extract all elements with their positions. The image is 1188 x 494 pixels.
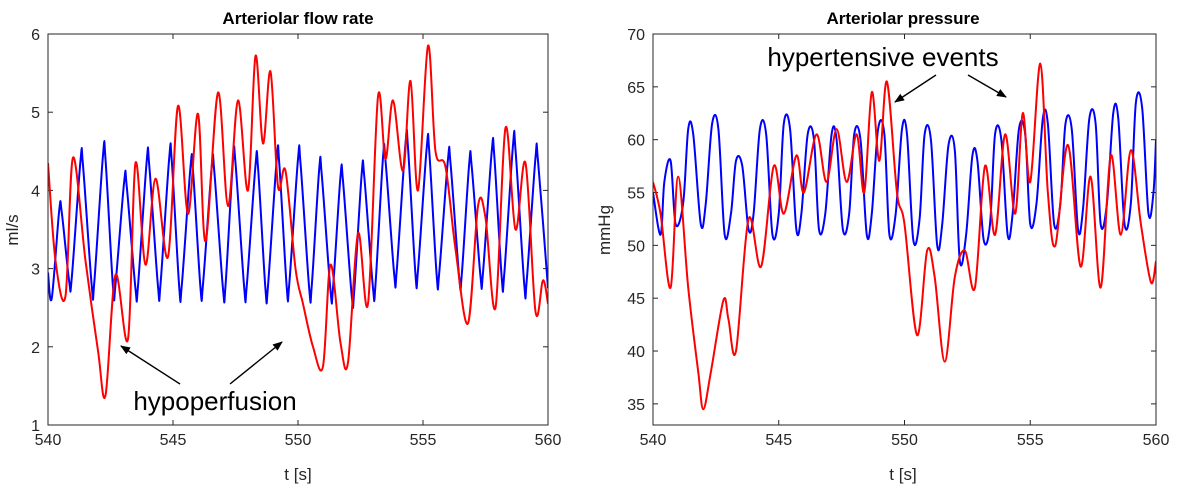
pressure-panel: Arteriolar pressure t [s] mmHg 540 545 550… — [595, 9, 1169, 484]
y-tick-label: 55 — [627, 186, 645, 203]
x-tick-label: 560 — [1143, 432, 1170, 449]
plot-lines — [653, 62, 1156, 411]
x-tick-label: 545 — [765, 432, 792, 449]
x-tick-label: 550 — [285, 432, 312, 449]
y-tick-label: 65 — [627, 80, 645, 97]
series-line-blue — [48, 128, 548, 309]
y-tick-label: 3 — [31, 262, 40, 279]
series-line-red — [48, 44, 548, 399]
y-tick-label: 70 — [627, 27, 645, 44]
plot-lines — [48, 44, 548, 399]
axis-ticks: 540 545 550 555 560 1 2 3 4 5 6 — [31, 27, 561, 449]
flow-rate-panel: Arteriolar flow rate t [s] ml/s 540 545 55… — [3, 9, 561, 484]
y-axis-label: ml/s — [3, 214, 22, 245]
y-tick-label: 1 — [31, 418, 40, 435]
chart-title: Arteriolar flow rate — [222, 9, 373, 28]
x-axis-label: t [s] — [889, 465, 916, 484]
y-tick-label: 60 — [627, 133, 645, 150]
x-tick-label: 540 — [35, 432, 62, 449]
y-tick-label: 4 — [31, 183, 40, 200]
hypertensive-annotation: hypertensive events — [767, 42, 998, 72]
y-tick-label: 40 — [627, 344, 645, 361]
hypertensive-arrow-right — [967, 74, 1007, 98]
x-tick-label: 550 — [891, 432, 918, 449]
x-tick-label: 540 — [640, 432, 667, 449]
y-tick-label: 6 — [31, 27, 40, 44]
x-axis-label: t [s] — [284, 465, 311, 484]
axis-ticks: 540 545 550 555 560 35 40 45 50 55 60 65 70 — [627, 27, 1169, 449]
x-tick-label: 545 — [160, 432, 187, 449]
hypoperfusion-arrow-left — [120, 345, 181, 385]
x-tick-label: 555 — [1017, 432, 1044, 449]
hypertensive-arrow-left — [894, 74, 937, 103]
y-tick-label: 45 — [627, 291, 645, 308]
series-line-red — [653, 62, 1156, 411]
y-tick-label: 35 — [627, 397, 645, 414]
y-tick-label: 50 — [627, 238, 645, 255]
x-tick-label: 560 — [535, 432, 562, 449]
x-tick-label: 555 — [410, 432, 437, 449]
y-axis-label: mmHg — [595, 205, 614, 255]
plot-frame — [47, 33, 549, 426]
series-line-blue — [653, 91, 1156, 267]
plot-frame — [652, 33, 1157, 426]
hypoperfusion-annotation: hypoperfusion — [133, 386, 296, 416]
hypoperfusion-arrow-right — [229, 341, 283, 385]
y-tick-label: 2 — [31, 340, 40, 357]
chart-title: Arteriolar pressure — [826, 9, 979, 28]
y-tick-label: 5 — [31, 105, 40, 122]
